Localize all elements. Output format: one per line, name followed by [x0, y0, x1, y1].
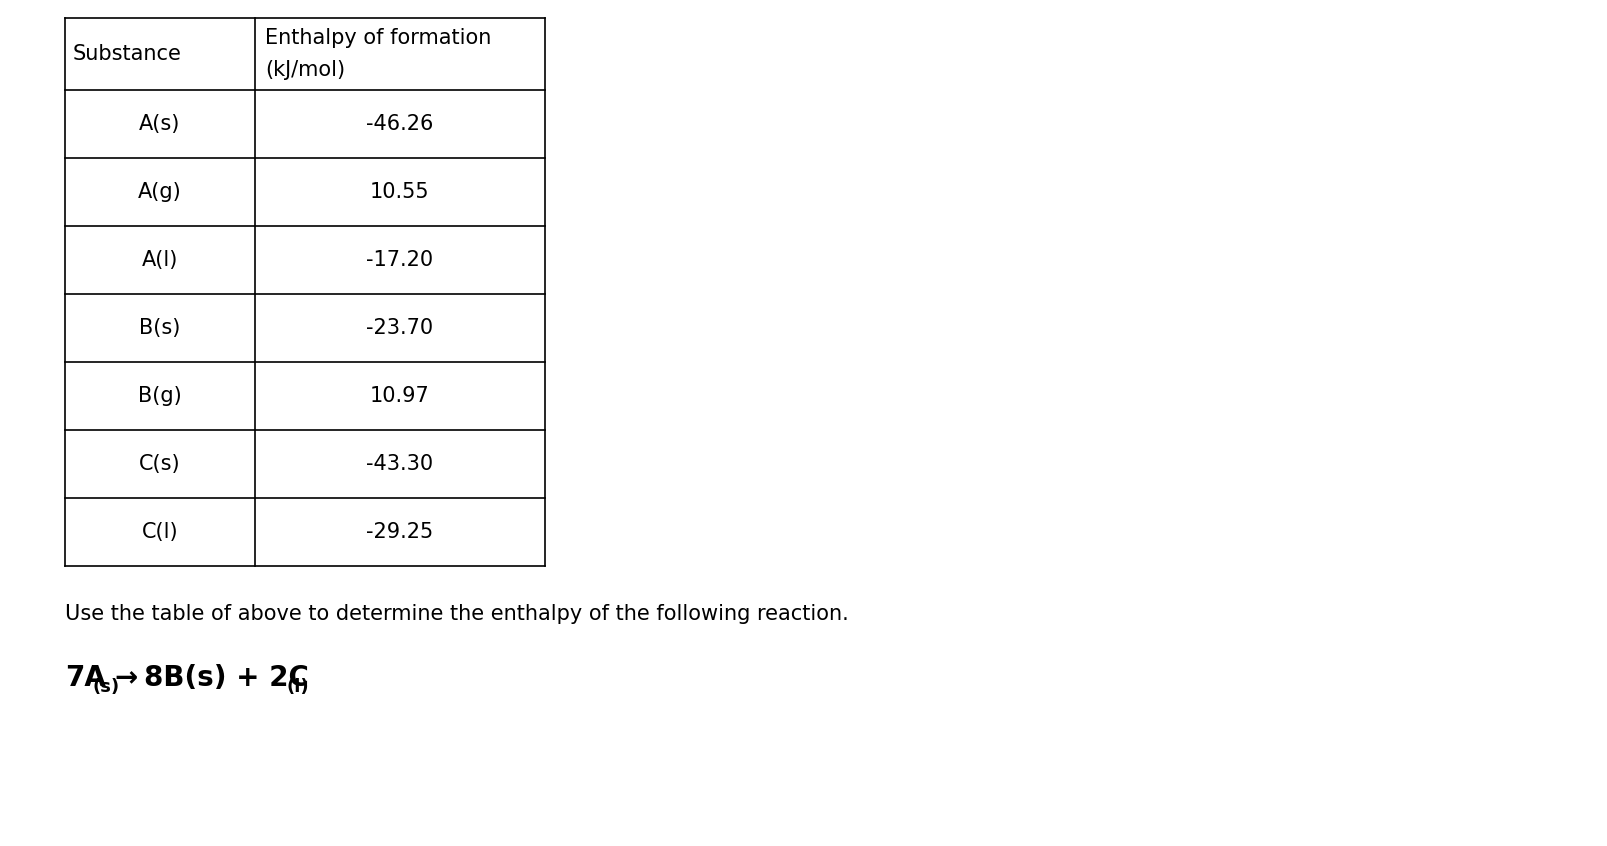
Text: 8B(s) + 2C: 8B(s) + 2C — [145, 664, 309, 692]
Text: -43.30: -43.30 — [366, 454, 434, 474]
Text: C(s): C(s) — [140, 454, 182, 474]
Text: 10.97: 10.97 — [370, 386, 431, 406]
Text: -29.25: -29.25 — [366, 522, 434, 542]
Text: A(s): A(s) — [140, 114, 180, 134]
Text: Substance: Substance — [72, 44, 182, 64]
Text: (l): (l) — [286, 678, 309, 696]
Text: A(g): A(g) — [138, 182, 182, 202]
Text: -17.20: -17.20 — [366, 250, 434, 270]
Text: -23.70: -23.70 — [366, 318, 434, 338]
Text: (kJ/mol): (kJ/mol) — [265, 60, 346, 80]
Text: C(l): C(l) — [141, 522, 178, 542]
Text: →: → — [114, 664, 137, 692]
Text: (s): (s) — [92, 678, 119, 696]
Text: 7A: 7A — [64, 664, 106, 692]
Text: B(s): B(s) — [140, 318, 180, 338]
Text: B(g): B(g) — [138, 386, 182, 406]
Text: A(l): A(l) — [141, 250, 178, 270]
Text: Use the table of above to determine the enthalpy of the following reaction.: Use the table of above to determine the … — [64, 604, 848, 624]
Text: 10.55: 10.55 — [370, 182, 429, 202]
Text: Enthalpy of formation: Enthalpy of formation — [265, 28, 492, 48]
Text: -46.26: -46.26 — [366, 114, 434, 134]
